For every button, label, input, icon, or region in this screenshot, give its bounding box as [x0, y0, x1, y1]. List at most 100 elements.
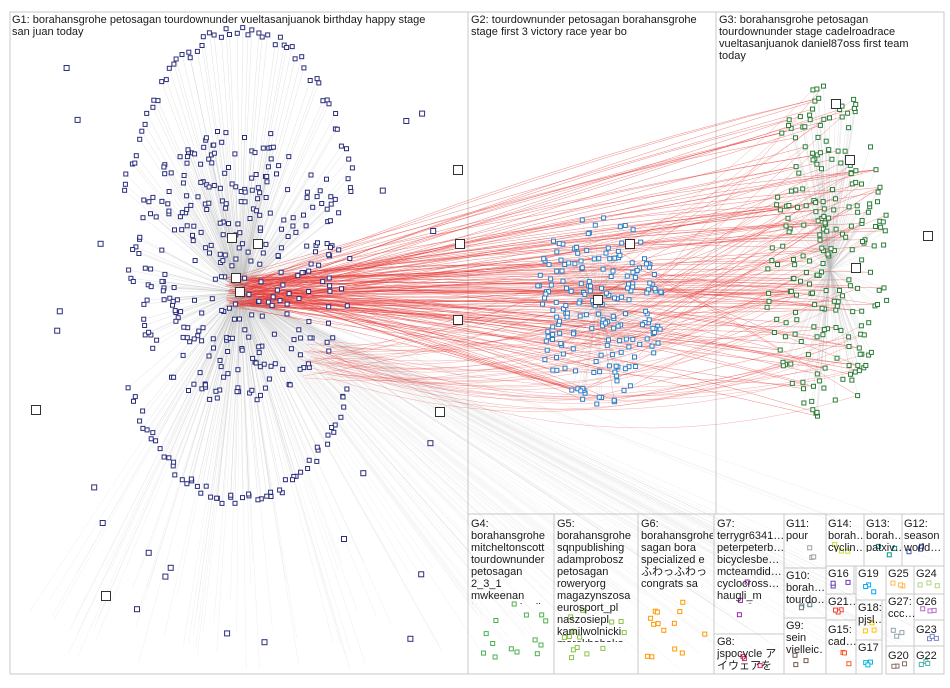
- node-g1: [249, 187, 255, 193]
- node-g15: [846, 661, 852, 667]
- edge-cross-red: [238, 108, 855, 306]
- edge-intra-g1: [144, 291, 241, 326]
- edge-intra-g1: [150, 291, 241, 336]
- edge-cross-red: [644, 224, 804, 259]
- node-g2: [627, 383, 633, 389]
- edge-intra-g3: [829, 203, 870, 271]
- node-g3: [866, 320, 872, 326]
- node-g1: [132, 394, 138, 400]
- node-g1: [259, 313, 265, 319]
- node-g1: [314, 444, 320, 450]
- edge-intra-g1: [178, 291, 241, 318]
- edge-intra-g3: [829, 269, 880, 291]
- node-g2: [535, 283, 541, 289]
- node-g22: [925, 661, 931, 666]
- edge-cross-gray: [239, 291, 613, 592]
- node-g1: [334, 126, 340, 132]
- edge-cross-red: [247, 303, 543, 310]
- edge-cross-red: [319, 349, 858, 429]
- edge-cross-gray: [239, 291, 701, 654]
- node-g1: [242, 327, 248, 333]
- node-g2: [622, 366, 628, 372]
- edge-cross-red: [625, 205, 790, 369]
- node-g6: [672, 646, 678, 652]
- node-g1: [262, 385, 268, 391]
- node-g22: [918, 662, 924, 667]
- node-g3: [777, 207, 783, 213]
- node-g1: [226, 165, 231, 170]
- node-g3: [789, 380, 795, 386]
- node-g3: [802, 124, 808, 130]
- node-g4: [493, 618, 499, 623]
- edge-cross-gray: [239, 291, 869, 624]
- node-g1: [201, 144, 207, 150]
- node-g14: [845, 548, 851, 554]
- node-g1: [148, 266, 154, 272]
- edge-cross-gray: [239, 291, 509, 617]
- edge-intra-g1: [239, 291, 294, 477]
- edge-intra-g1: [191, 291, 241, 480]
- edge-cross-gray: [239, 291, 685, 608]
- node-g1: [159, 198, 165, 204]
- node-g1: [217, 251, 223, 257]
- edge-cross-red: [245, 287, 583, 400]
- edge-cross-gray: [239, 291, 666, 624]
- edge-cross-gray: [193, 291, 241, 636]
- node-g1: [146, 329, 152, 335]
- node-g3: [813, 209, 819, 215]
- edge-intra-g2: [597, 299, 615, 401]
- node-g1: [186, 49, 192, 55]
- node-g1: [248, 258, 254, 264]
- node-g7: [736, 612, 742, 618]
- node-g1: [274, 287, 280, 293]
- node-g5: [561, 634, 567, 640]
- edge-cross-red: [228, 289, 578, 390]
- node-g1: [329, 425, 335, 430]
- node-g6: [655, 621, 661, 627]
- node-g3: [851, 106, 857, 111]
- node-g2: [597, 369, 603, 375]
- node-g3: [780, 243, 786, 249]
- node-g1: [253, 172, 259, 177]
- node-g1-isolate: [134, 606, 140, 613]
- edge-cross-gray: [239, 291, 527, 639]
- node-g2: [614, 378, 620, 384]
- node-g2: [542, 295, 547, 301]
- node-g2: [587, 288, 593, 294]
- edge-cross-gray: [239, 291, 681, 670]
- node-g12: [906, 549, 912, 555]
- node-g1: [242, 135, 247, 140]
- node-g3: [820, 261, 826, 266]
- node-g2: [589, 325, 595, 331]
- node-g18: [862, 628, 868, 634]
- edge-intra-g3: [790, 269, 831, 365]
- node-g2: [546, 262, 552, 268]
- node-g2: [550, 367, 556, 373]
- node-g1: [290, 477, 295, 483]
- edge-cross-gray: [239, 291, 741, 589]
- edge-cross-red: [646, 85, 824, 294]
- node-g3: [792, 331, 798, 337]
- edge-cross-red: [241, 109, 840, 293]
- edge-intra-g1: [239, 291, 297, 477]
- node-g2: [615, 248, 621, 254]
- node-g3: [826, 147, 832, 153]
- node-g3: [815, 134, 821, 140]
- node-g2: [610, 268, 616, 274]
- node-g1: [140, 215, 146, 221]
- edge-cross-gray: [239, 291, 440, 646]
- node-g3: [821, 206, 827, 212]
- edge-intra-g1: [239, 291, 301, 370]
- node-g1: [223, 130, 229, 136]
- node-g1: [253, 208, 259, 214]
- node-g2: [608, 274, 614, 279]
- edge-intra-g1: [151, 291, 241, 439]
- node-g2: [564, 310, 570, 316]
- edge-cross-gray: [230, 291, 241, 600]
- node-g1: [192, 151, 198, 157]
- node-g1-isolate: [407, 635, 414, 642]
- node-g1: [345, 176, 351, 182]
- node-g2: [550, 331, 556, 337]
- node-g3: [793, 164, 799, 170]
- node-g1: [257, 364, 263, 370]
